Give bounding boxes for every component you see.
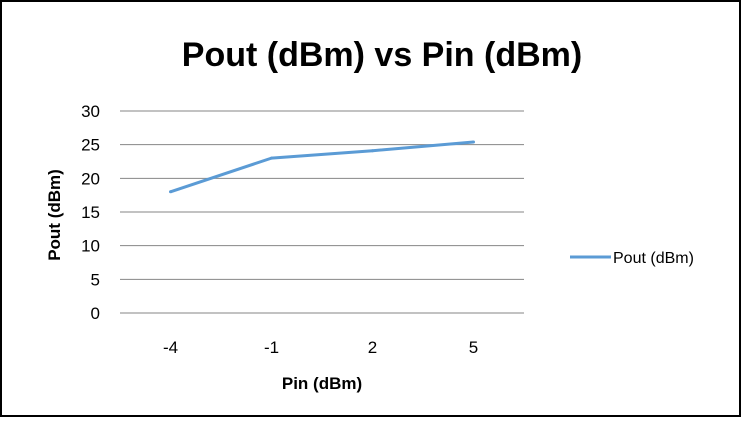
series-line [170,140,474,194]
y-tick-label: 15 [81,203,100,222]
x-tick-label: 2 [368,338,377,357]
data-point [270,156,273,160]
x-axis-title: Pin (dBm) [282,374,362,393]
y-tick-label: 10 [81,237,100,256]
x-tick-label: 5 [469,338,478,357]
y-axis-title: Pout (dBm) [45,169,64,261]
data-point [472,140,475,144]
data-point [169,190,172,194]
y-tick-label: 30 [81,102,100,121]
legend: Pout (dBm) [570,250,694,267]
y-axis-ticks: 0 5 10 15 20 25 30 [81,102,100,323]
y-tick-label: 0 [91,304,100,323]
x-tick-label: -4 [163,338,178,357]
y-tick-label: 25 [81,136,100,155]
y-tick-label: 5 [91,270,100,289]
y-tick-label: 20 [81,169,100,188]
x-tick-label: -1 [264,338,279,357]
legend-label: Pout (dBm) [613,250,694,267]
x-axis-ticks: -4 -1 2 5 [163,338,478,357]
chart-title: Pout (dBm) vs Pin (dBm) [182,36,582,74]
data-point [371,149,374,153]
series-layer [169,140,475,194]
